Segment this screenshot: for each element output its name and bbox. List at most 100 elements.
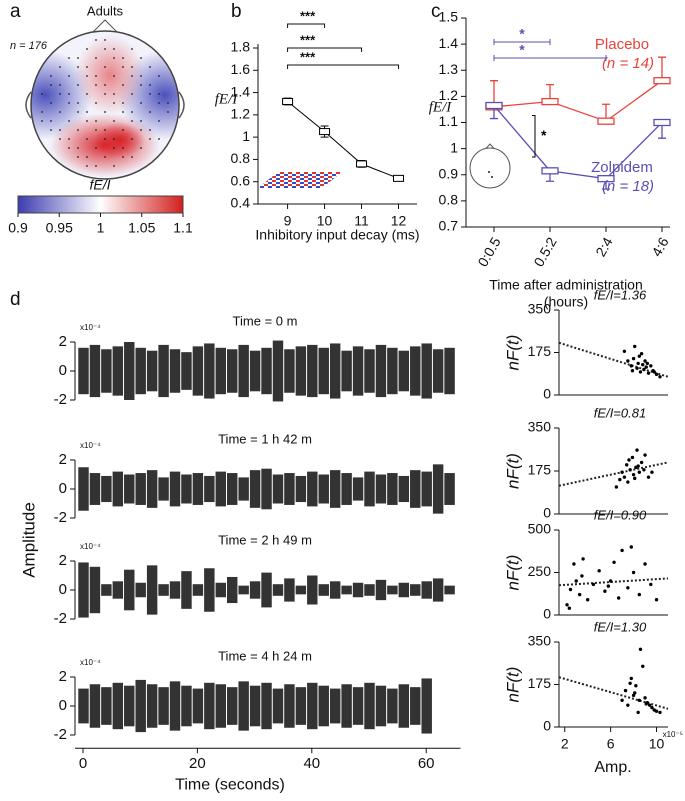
trend-line <box>558 676 669 710</box>
legend-sublabel: (n = 18) <box>602 178 654 195</box>
electrode <box>158 102 160 104</box>
electrode <box>86 138 88 140</box>
trace-envelope <box>249 350 261 392</box>
electrode <box>140 102 142 104</box>
scatter-point <box>641 664 645 668</box>
scatter-point <box>585 598 590 602</box>
scatter-point <box>645 361 650 366</box>
x-tick-label: 0:0.5 <box>474 234 504 269</box>
y-tick-label: 1.8 <box>231 39 251 55</box>
electrode <box>131 93 133 95</box>
colorbar <box>17 195 184 214</box>
line <box>287 101 399 179</box>
scatter-point <box>626 480 630 484</box>
scatter-point <box>638 370 643 374</box>
y-tick-label: 0 <box>59 697 67 714</box>
y-tick-label: 350 <box>528 419 552 435</box>
electrode <box>86 93 88 95</box>
y-tick-label: 1.6 <box>231 61 251 77</box>
topomap-head <box>25 19 185 180</box>
trace-envelope <box>364 349 375 393</box>
scatter-point <box>624 463 629 467</box>
x-axis-label: Inhibitory input decay (ms) <box>255 227 419 243</box>
electrode <box>131 138 133 140</box>
scatter-point <box>626 703 630 707</box>
y-tick-label: 0.4 <box>231 195 251 211</box>
trace-envelope <box>169 581 181 599</box>
head-icon <box>469 143 511 189</box>
x-tick-label: 20 <box>189 755 206 772</box>
electrode <box>41 93 43 95</box>
y-tick-label: 1.1 <box>439 113 459 129</box>
y-tick-label: 0 <box>543 718 551 734</box>
y-tick-label: 0.7 <box>439 218 459 234</box>
electrode <box>95 129 97 131</box>
electrode <box>122 66 124 68</box>
scatter-point <box>636 710 640 715</box>
significance-bracket <box>287 64 400 69</box>
trace-envelope <box>329 343 341 399</box>
trace-envelope <box>158 687 169 725</box>
trace-envelope <box>112 581 124 599</box>
scatter-point <box>637 592 642 597</box>
colorbar-tick-label: 1.05 <box>128 220 155 236</box>
y-tick-label: 1.5 <box>439 9 459 25</box>
trace-envelope <box>387 347 398 395</box>
trace-envelope <box>181 685 192 727</box>
trace-envelope <box>135 582 146 598</box>
scatter-point <box>631 356 636 361</box>
scatter-point <box>637 470 642 474</box>
trace-envelope <box>238 681 249 731</box>
point-marker <box>319 128 331 136</box>
electrode <box>158 75 160 77</box>
trace-envelope <box>249 685 261 727</box>
electrode <box>149 129 151 131</box>
trace-envelope <box>249 581 261 599</box>
significance-label: * <box>541 127 547 143</box>
scatter-point <box>620 548 624 553</box>
trace-envelope <box>329 688 341 724</box>
trace-envelope <box>272 688 284 724</box>
scatter-point <box>639 352 644 356</box>
point-marker <box>541 97 559 106</box>
trace-envelope <box>387 473 398 505</box>
trace-envelope <box>124 569 135 611</box>
point-marker <box>597 117 615 125</box>
trace-envelope <box>352 346 364 396</box>
electrode <box>104 93 106 95</box>
electrode <box>68 75 70 77</box>
trace-envelope <box>307 344 318 398</box>
significance-label: *** <box>300 8 316 23</box>
scatter-point <box>567 606 572 610</box>
panel-label: d <box>10 289 21 310</box>
trace-envelope <box>398 350 410 392</box>
trace-envelope <box>89 473 101 505</box>
scatter-point <box>629 545 633 549</box>
scatter-point <box>635 366 639 370</box>
trace-envelope <box>364 471 375 507</box>
y-tick-label: 0 <box>543 505 551 521</box>
trace-title: Time = 4 h 24 m <box>218 648 312 663</box>
trace-envelope <box>101 349 112 393</box>
trace-envelope <box>329 470 341 508</box>
electrode <box>77 84 79 86</box>
y-axis-label: fE/I <box>215 91 238 107</box>
scatter-point <box>623 688 628 693</box>
significance-label: *** <box>300 32 316 47</box>
trace-envelope <box>284 578 295 602</box>
scatter-point <box>644 365 648 369</box>
significance-bracket <box>287 47 363 52</box>
y-tick-label: 1 <box>450 139 458 155</box>
trace-envelope <box>375 685 387 727</box>
point-marker <box>282 97 294 105</box>
trace-envelope <box>181 474 192 504</box>
electrode <box>95 102 97 104</box>
scatter-point <box>568 587 573 592</box>
electrode <box>104 111 106 113</box>
trace-envelope <box>158 344 169 398</box>
error-bar <box>658 56 666 81</box>
electrode <box>95 39 97 41</box>
trace-envelope <box>158 477 169 501</box>
y-tick-label: 2 <box>59 451 67 468</box>
trace-envelope <box>341 473 352 505</box>
